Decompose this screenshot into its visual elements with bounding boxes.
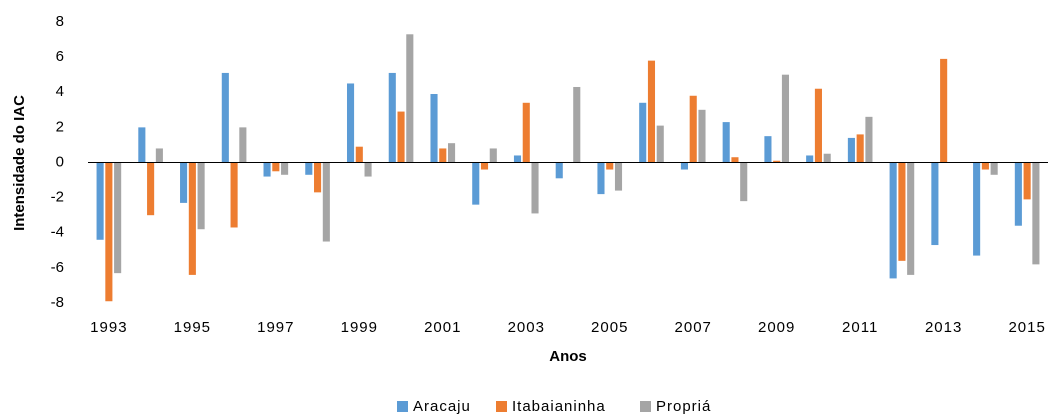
bar (188, 162, 196, 275)
bar (1023, 162, 1031, 200)
bar (305, 162, 313, 175)
x-axis-title: Anos (549, 348, 587, 365)
bar (865, 116, 873, 163)
x-tick-label: 2007 (675, 319, 712, 336)
bar (147, 162, 155, 216)
bar (698, 109, 706, 163)
bar (806, 155, 814, 163)
y-tick-label: 8 (56, 13, 64, 30)
x-tick-label: 2011 (842, 319, 878, 336)
legend-label: Itabaianinha (512, 398, 606, 415)
bar (180, 162, 188, 203)
bar (322, 162, 330, 242)
x-tick-label: 1997 (257, 319, 294, 336)
bar (480, 162, 489, 170)
x-tick-label: 2005 (591, 319, 628, 336)
bar (489, 148, 497, 163)
bar (680, 162, 688, 170)
bar (781, 74, 790, 163)
bar (689, 95, 697, 163)
bar (406, 34, 414, 163)
bar (439, 148, 447, 163)
bar (573, 86, 581, 163)
bar (940, 58, 948, 163)
bar (272, 162, 280, 172)
y-tick-label: 2 (56, 118, 64, 135)
legend-swatch (397, 401, 408, 412)
bar (731, 157, 739, 163)
bar (656, 125, 664, 163)
bar (614, 162, 623, 191)
bar (847, 137, 855, 163)
bar (96, 162, 104, 240)
bar (239, 127, 247, 163)
x-tick-label: 2001 (424, 319, 461, 336)
bar (397, 111, 405, 163)
bar (647, 60, 656, 163)
bar (898, 162, 906, 261)
bar (388, 72, 396, 163)
bar (114, 162, 122, 274)
x-tick-label: 1999 (341, 319, 378, 336)
y-tick-label: 0 (56, 153, 64, 170)
bar (773, 160, 781, 163)
bar (105, 162, 113, 302)
bar (281, 162, 289, 175)
y-tick-label: 6 (56, 48, 64, 65)
bar (346, 83, 355, 163)
bar (155, 148, 163, 163)
bar (722, 122, 730, 163)
bar (764, 136, 772, 163)
bar (981, 162, 989, 170)
bar (555, 162, 563, 179)
bar (138, 127, 146, 163)
y-tick-label: -8 (51, 294, 64, 311)
bar (364, 162, 372, 177)
bar (472, 162, 480, 205)
x-tick-label: 2003 (508, 319, 545, 336)
bar (606, 162, 614, 170)
bar (823, 153, 831, 163)
bar (513, 155, 522, 163)
bar (973, 162, 981, 256)
bar (1014, 162, 1022, 226)
bar (522, 102, 530, 163)
y-axis-title: Intensidade do IAC (11, 95, 28, 231)
bar (856, 134, 864, 163)
y-tick-label: -2 (51, 189, 64, 206)
legend-label: Propriá (656, 398, 711, 415)
x-tick-label: 1995 (174, 319, 211, 336)
x-tick-label: 2015 (1008, 319, 1045, 336)
y-tick-label: -4 (51, 224, 64, 241)
bar (907, 162, 915, 275)
bar (197, 162, 205, 230)
x-tick-label: 2013 (925, 319, 962, 336)
bar (430, 94, 438, 163)
bar (355, 146, 363, 163)
x-tick-label: 2009 (758, 319, 795, 336)
bar (230, 162, 238, 228)
bar (531, 162, 539, 214)
bar (221, 72, 229, 163)
bar (990, 162, 998, 175)
bar (931, 162, 939, 246)
legend-swatch (640, 401, 651, 412)
bar (1032, 162, 1040, 265)
y-tick-label: -6 (51, 259, 64, 276)
bar (263, 162, 271, 177)
x-tick-label: 1993 (90, 319, 127, 336)
bar (814, 88, 822, 163)
bar (597, 162, 605, 195)
bar (889, 162, 897, 279)
bar (740, 162, 748, 202)
bar (314, 162, 322, 193)
bar (639, 102, 647, 163)
legend-swatch (496, 401, 507, 412)
y-tick-label: 4 (56, 83, 64, 100)
bar (448, 143, 456, 163)
legend-label: Aracaju (413, 398, 471, 415)
